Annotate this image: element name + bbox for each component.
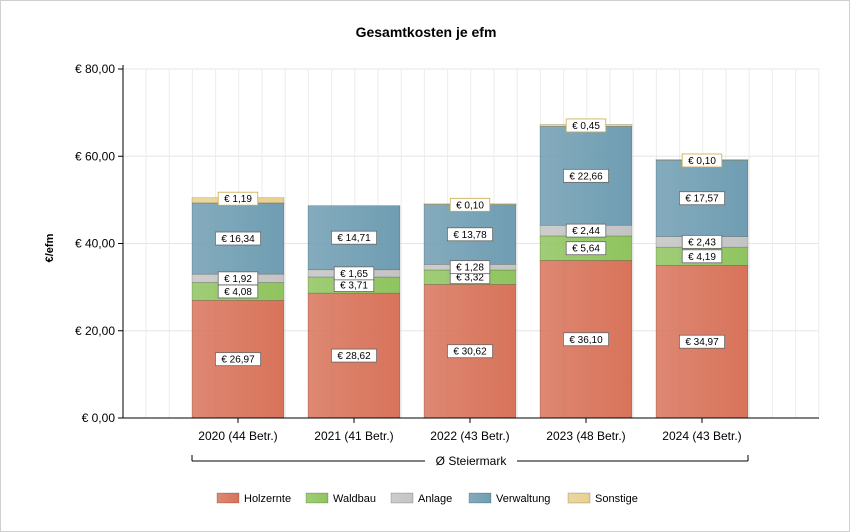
data-label-box [563,168,610,183]
data-label: € 36,10 [569,335,603,346]
legend-label-anlage: Anlage [418,493,452,505]
x-tick-label: 2022 (43 Betr.) [430,429,509,443]
data-label: € 16,34 [221,234,255,245]
data-label-box [217,271,259,286]
data-label: € 14,71 [337,233,371,244]
data-label: € 26,97 [221,355,255,366]
legend-label-sonstige: Sonstige [595,493,638,505]
x-tick-label: 2020 (44 Betr.) [198,429,277,443]
legend: Holzernte Waldbau Anlage Verwaltung Sonstige [216,492,638,505]
chart-title: Gesamtkosten je efm [356,24,497,40]
data-label-box [565,118,607,133]
data-label: € 4,19 [688,252,716,263]
legend-label-verwaltung: Verwaltung [496,493,550,505]
data-label: € 0,10 [688,156,716,167]
group-bracket: Ø Steiermark [191,454,749,468]
data-label-box [681,249,723,264]
data-label: € 3,71 [340,281,368,292]
x-tick-label: 2023 (48 Betr.) [546,429,625,443]
legend-swatch-anlage [390,492,414,504]
data-label: € 3,32 [456,273,484,284]
legend-swatch-verwaltung [468,492,492,504]
data-label-box [449,260,491,275]
data-label-box [214,231,261,246]
legend-label-waldbau: Waldbau [333,493,376,505]
legend-label-holzernte: Holzernte [244,493,291,505]
data-label: € 4,08 [224,287,252,298]
data-label-box [565,241,607,256]
data-label: € 34,97 [685,337,719,348]
data-label-box [681,153,723,168]
data-label-box [333,266,375,281]
y-tick-label: € 60,00 [75,149,115,163]
data-label-box [563,332,610,347]
data-label: € 1,92 [224,274,252,285]
data-label: € 2,44 [572,226,600,237]
data-label-box [679,191,726,206]
data-label-box [565,223,607,238]
data-label: € 17,57 [685,194,719,205]
legend-swatch-sonstige [567,492,591,504]
y-tick-label: € 0,00 [82,411,116,425]
data-label-box [330,348,377,363]
group-label: Ø Steiermark [436,454,508,468]
bars: € 26,97 € 4,08 € 1,92 € 16,34 € 1,19 € 28,62 €… [191,118,749,419]
y-tick-label: € 80,00 [75,62,115,76]
y-tick-label: € 20,00 [75,324,115,338]
data-label-box [679,334,726,349]
x-tick-label: 2024 (43 Betr.) [662,429,741,443]
data-label-box [446,344,493,359]
data-label: € 1,65 [340,269,368,280]
axes: € 0,00 € 20,00 € 40,00 € 60,00 € 80,00 2020 (… [75,62,819,443]
data-label-box [214,352,261,367]
data-label-box [681,234,723,249]
data-label: € 30,62 [453,347,487,358]
data-label: € 13,78 [453,230,487,241]
data-label: € 22,66 [569,171,603,182]
data-label: € 1,19 [224,194,252,205]
data-label: € 0,45 [572,121,600,132]
x-tick-label: 2021 (41 Betr.) [314,429,393,443]
legend-swatch-holzernte [216,492,240,504]
data-label: € 0,10 [456,200,484,211]
data-label: € 1,28 [456,263,484,274]
data-label-box [449,197,491,212]
legend-swatch-waldbau [305,492,329,504]
data-label: € 5,64 [572,244,600,255]
data-label-box [217,191,259,206]
data-label: € 28,62 [337,351,371,362]
data-label-box [330,230,377,245]
y-axis-label: €/efm [44,233,56,262]
data-label: € 2,43 [688,237,716,248]
data-label-box [446,227,493,242]
y-tick-label: € 40,00 [75,237,115,251]
